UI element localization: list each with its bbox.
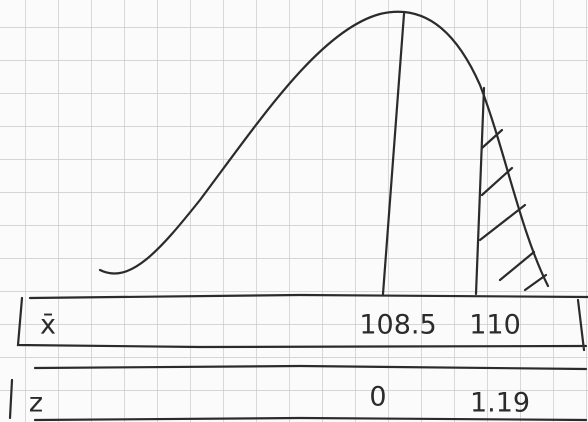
- sketch: x̄ 108.5 110 z 0 1.19: [0, 0, 588, 422]
- value-label: 1.19: [470, 388, 530, 419]
- grid-paper: [0, 0, 588, 422]
- value-label: 0: [369, 382, 386, 413]
- variable-label: x̄: [40, 310, 56, 341]
- page: {"rows": [ {"variable": "x̄", "values": …: [0, 0, 588, 422]
- value-label: 110: [469, 310, 521, 341]
- value-label: 108.5: [359, 310, 436, 341]
- variable-label: z: [29, 388, 43, 419]
